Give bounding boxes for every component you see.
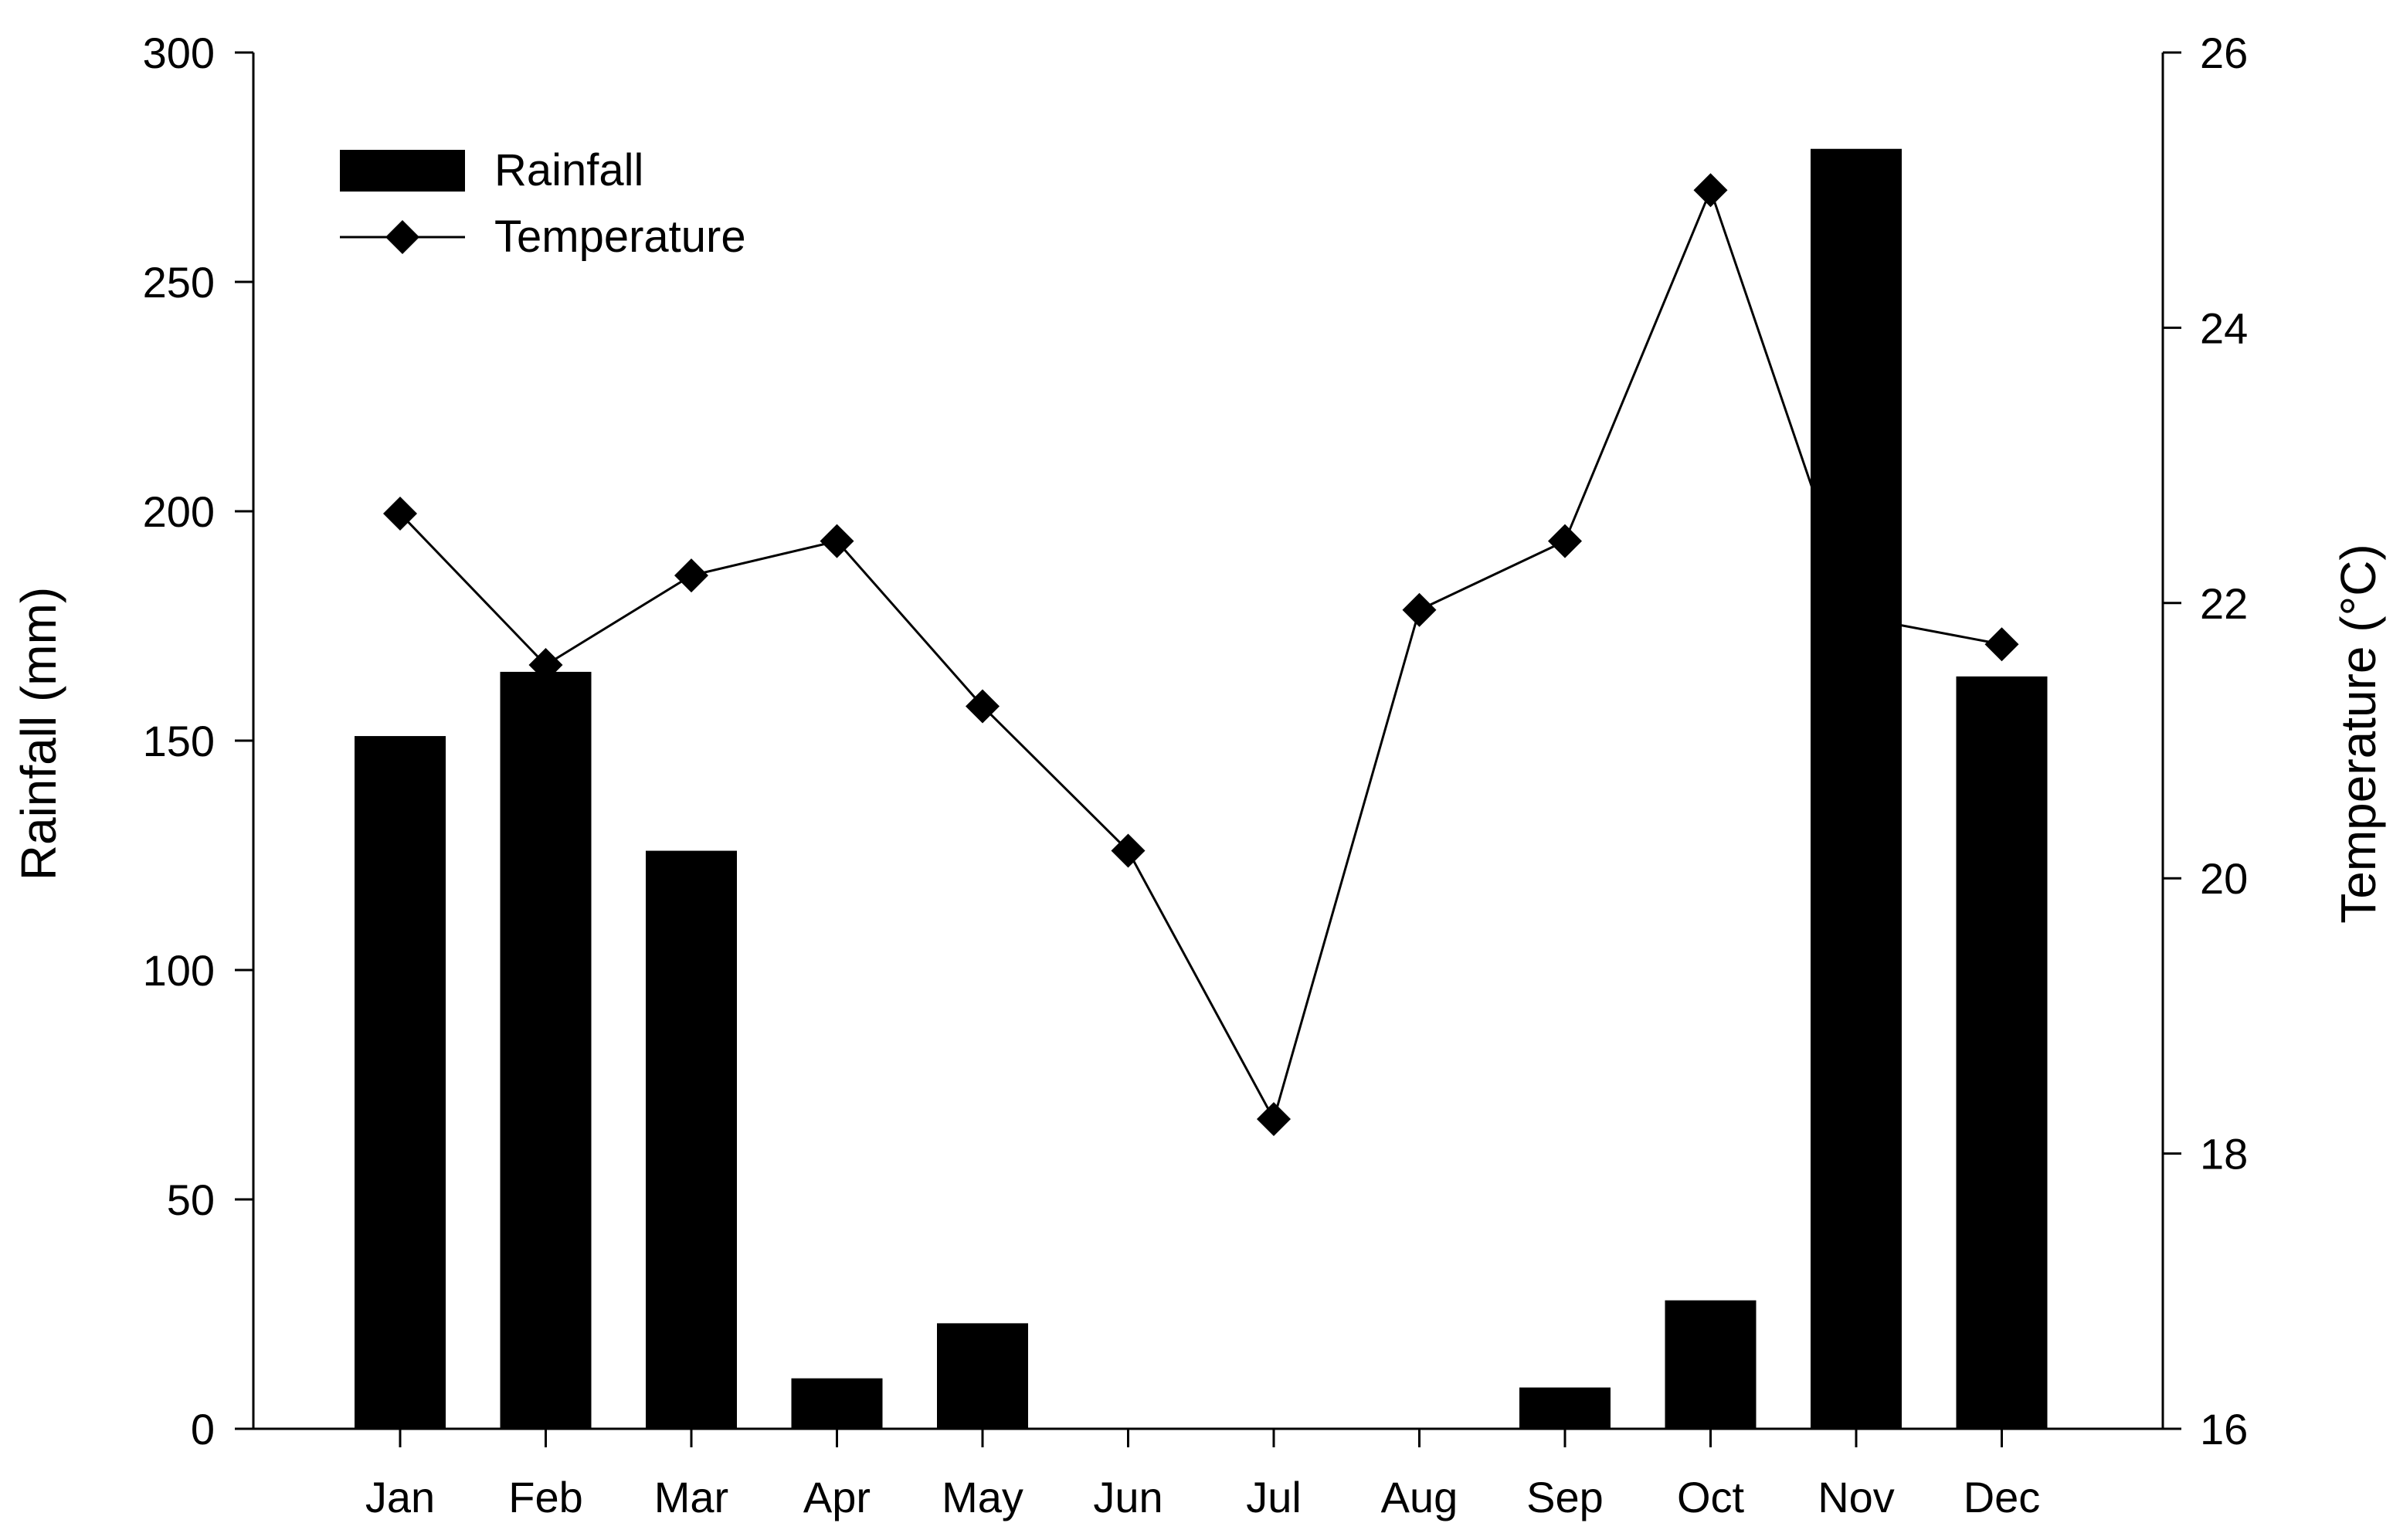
y-tick-label-right: 16 [2200, 1405, 2248, 1454]
x-tick-label-dec: Dec [1964, 1473, 2041, 1521]
x-tick-label-may: May [942, 1473, 1023, 1521]
x-tick-label-jun: Jun [1093, 1473, 1163, 1521]
temperature-point-nov [1839, 599, 1873, 634]
temperature-point-mar [674, 558, 708, 593]
y-tick-label-left: 200 [143, 487, 215, 536]
x-tick-label-oct: Oct [1677, 1473, 1745, 1521]
x-tick-label-aug: Aug [1381, 1473, 1458, 1521]
temperature-point-oct [1693, 173, 1728, 208]
temperature-point-aug [1402, 592, 1437, 627]
rainfall-bar-nov [1811, 148, 1902, 1430]
rainfall-bar-feb [500, 671, 592, 1429]
y-tick-label-left: 0 [191, 1405, 215, 1454]
legend-temperature-label: Temperature [494, 212, 746, 262]
rainfall-bar-mar [646, 850, 737, 1429]
x-tick-label-mar: Mar [654, 1473, 728, 1521]
y-tick-label-right: 20 [2200, 854, 2248, 903]
legend-rainfall-swatch [340, 150, 465, 192]
x-tick-label-feb: Feb [508, 1473, 583, 1521]
temperature-point-feb [528, 647, 563, 682]
temperature-point-apr [820, 524, 854, 558]
rainfall-bar-dec [1956, 676, 2048, 1429]
y-tick-label-left: 100 [143, 946, 215, 995]
rainfall-bar-jan [355, 736, 446, 1429]
axes [235, 51, 2181, 1447]
x-tick-label-jul: Jul [1246, 1473, 1302, 1521]
temperature-point-jul [1257, 1102, 1291, 1137]
y-tick-label-left: 50 [167, 1175, 215, 1224]
rainfall-bar-sep [1519, 1387, 1611, 1429]
y-tick-label-left: 300 [143, 29, 215, 77]
rainfall-bars [355, 148, 2048, 1430]
temperature-point-sep [1548, 524, 1582, 558]
rainfall-bar-oct [1665, 1300, 1757, 1429]
y-axis-title-left: Rainfall (mm) [11, 587, 66, 880]
x-tick-label-jan: Jan [365, 1473, 435, 1521]
x-tick-label-nov: Nov [1818, 1473, 1895, 1521]
y-axis-title-right: Temperature (°C) [2330, 544, 2386, 924]
temperature-point-jan [383, 496, 417, 531]
rainfall-bar-apr [791, 1378, 883, 1429]
temperature-point-jun [1111, 833, 1146, 868]
y-tick-label-left: 150 [143, 717, 215, 765]
temperature-line-group [383, 173, 2019, 1137]
legend-temperature-marker [385, 220, 419, 254]
legend-rainfall-label: Rainfall [494, 145, 643, 195]
y-tick-label-right: 22 [2200, 579, 2248, 628]
temperature-point-dec [1984, 627, 2019, 662]
y-tick-label-right: 18 [2200, 1130, 2248, 1179]
tick-labels: 0 50 100 150 200 250 300 16 18 20 22 24 26 Jan Feb Mar A… [143, 29, 2249, 1521]
temperature-line [399, 186, 2002, 1122]
y-tick-label-right: 24 [2200, 304, 2248, 352]
rainfall-bar-may [937, 1323, 1028, 1429]
x-tick-label-sep: Sep [1526, 1473, 1604, 1521]
x-tick-label-apr: Apr [803, 1473, 871, 1521]
legend: Rainfall Temperature [340, 145, 746, 262]
y-tick-label-right: 26 [2200, 29, 2248, 77]
y-tick-label-left: 250 [143, 258, 215, 307]
temperature-point-may [966, 689, 1000, 724]
